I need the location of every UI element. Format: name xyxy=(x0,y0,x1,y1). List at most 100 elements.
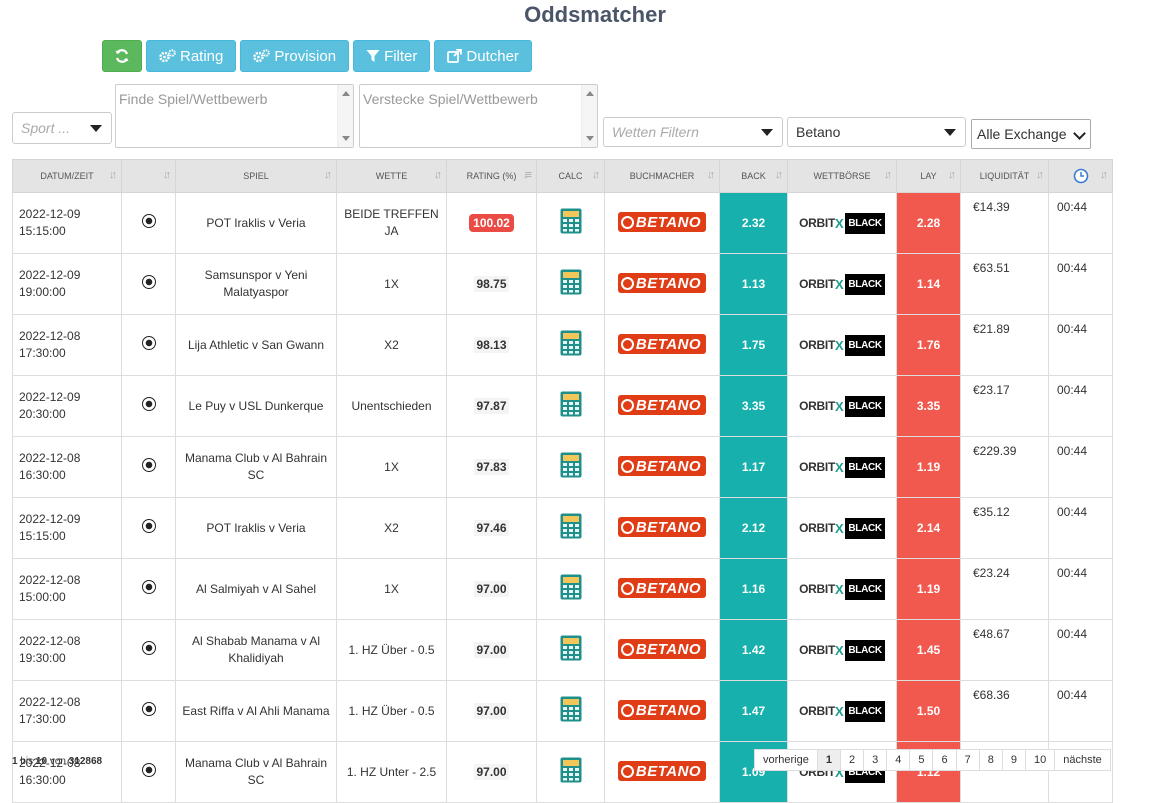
exchange-select[interactable]: Alle Exchange xyxy=(971,119,1091,149)
page-button[interactable]: 8 xyxy=(978,749,1003,771)
sport-select-placeholder: Sport ... xyxy=(21,120,71,136)
page-button[interactable]: 2 xyxy=(839,749,865,771)
back-odds-cell[interactable]: 1.42 xyxy=(719,619,788,681)
lay-odds-cell[interactable]: 1.14 xyxy=(896,253,961,315)
provision-button[interactable]: Provision xyxy=(240,40,350,72)
lay-odds-cell[interactable]: 1.45 xyxy=(896,619,961,681)
bookmaker-select[interactable]: Betano xyxy=(787,117,966,147)
liquidity-cell: €229.39 xyxy=(960,436,1049,498)
lay-odds-cell[interactable]: 1.19 xyxy=(896,436,961,498)
calculator-icon[interactable] xyxy=(560,513,582,544)
prev-page-button[interactable]: vorherige xyxy=(754,749,818,771)
page-button[interactable]: 4 xyxy=(886,749,911,771)
orbit-x-text: X xyxy=(834,398,844,414)
header-liquidity[interactable]: LIQUIDITÄT ↓↑ xyxy=(960,159,1049,193)
header-exchange[interactable]: WETTBÖRSE ↓↑ xyxy=(787,159,897,193)
lay-odds-cell[interactable]: 1.19 xyxy=(896,558,961,620)
orbit-black-text: BLACK xyxy=(845,212,885,234)
scrollbar[interactable] xyxy=(581,85,597,147)
liquidity-cell: €23.17 xyxy=(960,375,1049,437)
next-page-button[interactable]: nächste xyxy=(1054,749,1111,771)
calc-cell xyxy=(536,497,605,559)
bookmaker-cell: BETANO xyxy=(604,497,720,559)
header-rating[interactable]: RATING (%) ↓≡ xyxy=(446,159,537,193)
back-odds-cell[interactable]: 2.12 xyxy=(719,497,788,559)
calculator-icon[interactable] xyxy=(560,208,582,239)
calculator-icon[interactable] xyxy=(560,330,582,361)
bookmaker-cell: BETANO xyxy=(604,314,720,376)
orbitx-black-logo: ORBIT X BLACK xyxy=(799,395,885,417)
back-odds-cell[interactable]: 1.13 xyxy=(719,253,788,315)
updated-cell: 00:44 xyxy=(1048,619,1113,681)
orbit-black-text: BLACK xyxy=(845,334,885,356)
page-button[interactable]: 9 xyxy=(1001,749,1026,771)
bets-filter-select[interactable]: Wetten Filtern xyxy=(603,117,783,147)
time-text: 15:15:00 xyxy=(19,529,66,543)
refresh-button[interactable] xyxy=(102,40,142,72)
back-odds-cell[interactable]: 3.35 xyxy=(719,375,788,437)
calc-cell xyxy=(536,741,605,803)
lay-odds-cell[interactable]: 2.14 xyxy=(896,497,961,559)
back-odds-cell[interactable]: 1.17 xyxy=(719,436,788,498)
game-cell: Al Shabab Manama v Al Khalidiyah xyxy=(175,619,337,681)
table-row: 2022-12-08 19:30:00 Al Shabab Manama v Al … xyxy=(12,619,1113,681)
back-odds-cell[interactable]: 1.75 xyxy=(719,314,788,376)
lay-odds-cell[interactable]: 1.50 xyxy=(896,680,961,742)
liquidity-cell: €14.39 xyxy=(960,192,1049,254)
header-rating-label: RATING (%) xyxy=(466,171,517,181)
calculator-icon[interactable] xyxy=(560,757,582,788)
calculator-icon[interactable] xyxy=(560,574,582,605)
exchange-cell: ORBIT X BLACK xyxy=(787,497,897,559)
sport-select[interactable]: Sport ... xyxy=(12,112,112,144)
back-odds-cell[interactable]: 1.47 xyxy=(719,680,788,742)
page-button[interactable]: 5 xyxy=(909,749,934,771)
bookmaker-cell: BETANO xyxy=(604,558,720,620)
hide-game-input[interactable]: Verstecke Spiel/Wettbewerb xyxy=(359,84,598,148)
calculator-icon[interactable] xyxy=(560,696,582,727)
header-datetime[interactable]: DATUM/ZEIT ↓↑ xyxy=(12,159,122,193)
sort-icon: ↓↑ xyxy=(434,169,442,181)
date-text: 2022-12-09 xyxy=(19,512,81,526)
rating-value: 97.46 xyxy=(474,519,509,536)
dutcher-button[interactable]: Dutcher xyxy=(434,40,532,72)
header-bookmaker[interactable]: BUCHMACHER ↓↑ xyxy=(604,159,720,193)
sport-cell xyxy=(121,192,176,254)
header-bet[interactable]: WETTE ↓↑ xyxy=(336,159,447,193)
calc-cell xyxy=(536,314,605,376)
calculator-icon[interactable] xyxy=(560,452,582,483)
back-odds-cell[interactable]: 2.32 xyxy=(719,192,788,254)
lay-odds-cell[interactable]: 1.76 xyxy=(896,314,961,376)
lay-odds-cell[interactable]: 3.35 xyxy=(896,375,961,437)
betano-logo: BETANO xyxy=(617,456,707,477)
calculator-icon[interactable] xyxy=(560,269,582,300)
page-button[interactable]: 7 xyxy=(955,749,980,771)
filter-button[interactable]: Filter xyxy=(353,40,431,72)
page-button[interactable]: 3 xyxy=(863,749,888,771)
calculator-icon[interactable] xyxy=(560,391,582,422)
bet-cell: 1X xyxy=(336,436,447,498)
header-lay[interactable]: LAY ↓↑ xyxy=(896,159,961,193)
page-button[interactable]: 6 xyxy=(932,749,957,771)
header-sport[interactable]: ↓↑ xyxy=(121,159,176,193)
page-button[interactable]: 1 xyxy=(816,749,841,771)
bookmaker-cell: BETANO xyxy=(604,680,720,742)
calculator-icon[interactable] xyxy=(560,635,582,666)
game-cell: Samsunspor v Yeni Malatyaspor xyxy=(175,253,337,315)
header-back[interactable]: BACK ↓↑ xyxy=(719,159,788,193)
betano-logo-text: BETANO xyxy=(635,335,702,353)
range-von: von xyxy=(49,756,66,767)
header-updated[interactable]: ↓↑ xyxy=(1048,159,1113,193)
time-text: 19:30:00 xyxy=(19,651,66,665)
page-button[interactable]: 10 xyxy=(1024,749,1056,771)
rating-button[interactable]: Rating xyxy=(146,40,237,72)
lay-odds-cell[interactable]: 2.28 xyxy=(896,192,961,254)
soccer-ball-icon xyxy=(141,701,156,716)
scrollbar[interactable] xyxy=(337,85,353,147)
find-game-input[interactable]: Finde Spiel/Wettbewerb xyxy=(115,84,354,148)
header-game[interactable]: SPIEL ↓↑ xyxy=(175,159,337,193)
bet-cell: Unentschieden xyxy=(336,375,447,437)
header-calc[interactable]: CALC ↓↑ xyxy=(536,159,605,193)
back-odds-cell[interactable]: 1.16 xyxy=(719,558,788,620)
updated-cell: 00:44 xyxy=(1048,497,1113,559)
orbit-x-text: X xyxy=(834,215,844,231)
